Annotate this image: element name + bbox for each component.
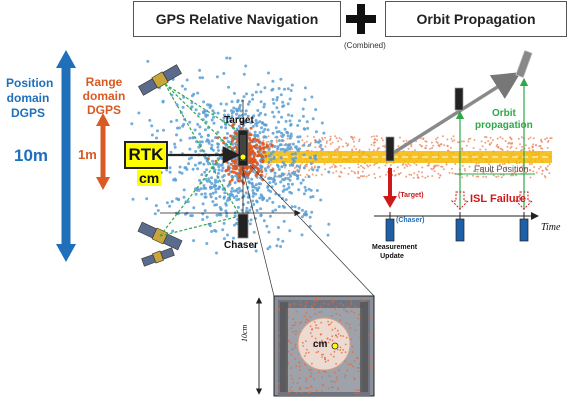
- chaser-small-label: (Chaser): [396, 217, 425, 224]
- chaser-label: Chaser: [224, 240, 258, 251]
- rtk-cm-label: cm: [137, 170, 162, 186]
- target-label: Target: [224, 115, 254, 126]
- position-domain-label: Position domain DGPS: [6, 76, 54, 120]
- position-arrow-head-top: [56, 50, 76, 68]
- chaser-satellite-3-icon: [519, 218, 529, 242]
- propagated-satellite-2-icon: [515, 49, 533, 79]
- gps-relative-navigation-header: GPS Relative Navigation: [133, 1, 341, 37]
- isl-failure-label: ISL Failure: [470, 193, 527, 205]
- range-arrow-head-top: [96, 113, 110, 126]
- gps-satellite-bottom-icon: [141, 247, 175, 267]
- range-domain-value: 1m: [78, 147, 97, 162]
- zoom-cm-marker: [331, 342, 339, 350]
- target-satellite-icon: [385, 136, 395, 162]
- chaser-satellite-2-icon: [455, 218, 465, 242]
- orbit-propagation-label: Orbit propagation: [475, 108, 533, 131]
- chaser-satellite-1-icon: [385, 218, 395, 242]
- position-domain-value: 10m: [14, 146, 49, 165]
- zoom-cm-label: cm: [313, 339, 328, 350]
- cm-point-marker: [239, 153, 247, 161]
- isl-failure-arrows: [450, 191, 534, 210]
- measurement-update-label: Measurement Update: [372, 244, 418, 260]
- fault-position-label: Fault Position: [474, 164, 529, 174]
- gps-signal-lines: [159, 83, 241, 237]
- gps-satellite-top-icon: [138, 64, 182, 96]
- zoom-line-right: [249, 164, 375, 297]
- chaser-spacecraft-icon: [237, 213, 249, 239]
- orbit-trajectory-arrow: [389, 72, 521, 157]
- orbit-propagation-header: Orbit Propagation: [385, 1, 567, 37]
- range-arrow-head-bottom: [96, 177, 110, 190]
- combined-note: (Combined): [344, 41, 386, 50]
- zoom-scale-label: 10cm: [240, 324, 249, 342]
- zoom-inset: [273, 295, 375, 397]
- range-domain-label: Range domain DGPS: [82, 75, 126, 117]
- position-arrow-head-bottom: [56, 244, 76, 262]
- target-small-label: (Target): [398, 192, 424, 199]
- zoom-line-left: [242, 169, 275, 297]
- propagated-satellite-1-icon: [454, 87, 464, 111]
- time-label: Time: [541, 222, 561, 233]
- rtk-box: RTK: [124, 141, 168, 169]
